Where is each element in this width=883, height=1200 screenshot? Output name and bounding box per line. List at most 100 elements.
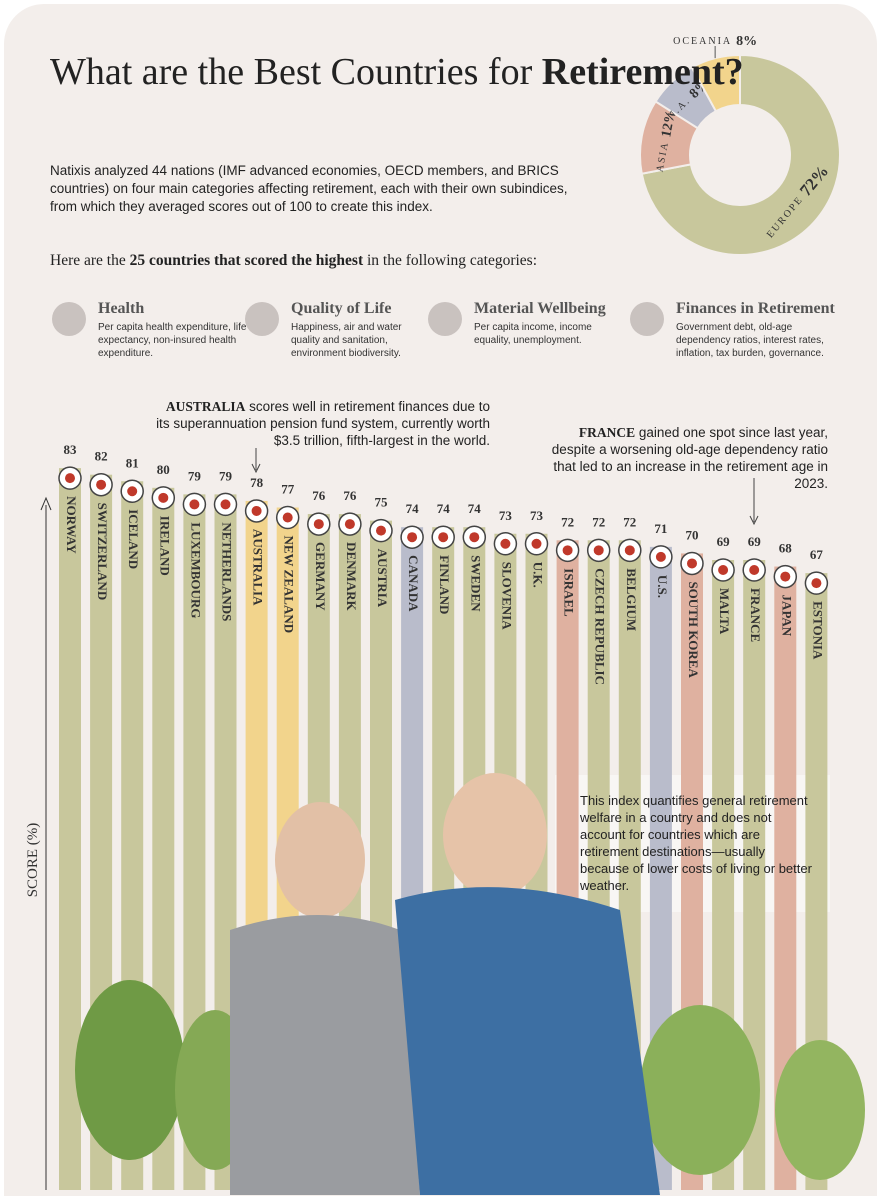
value-label: 75 [375,495,389,510]
category-label: CANADA [406,555,421,612]
value-label: 74 [406,501,420,516]
flag-center [593,545,604,556]
y-axis-arrow [40,496,52,511]
category-icon [428,302,462,336]
value-label: 77 [281,482,295,497]
value-label: 80 [157,462,170,477]
category-text: Happiness, air and water quality and san… [291,322,402,359]
value-label: 76 [312,488,326,503]
flag-center [780,571,791,582]
people [230,773,660,1195]
category-label: NEW ZEALAND [282,536,297,634]
category-body: Material Wellbeing Per capita income, inc… [474,300,624,347]
category-label: SWITZERLAND [95,503,110,601]
value-label: 79 [188,468,202,483]
category-body: Health Per capita health expenditure, lif… [98,300,258,360]
category-label: SLOVENIA [499,562,514,631]
intro: Natixis analyzed 44 nations (IMF advance… [50,163,568,214]
category-name: Quality of Life [291,300,392,317]
category-icon [245,302,279,336]
bar [774,566,797,1190]
flag-center [438,532,449,543]
category-text: Per capita income, income equality, unem… [474,322,592,346]
flag-center [407,532,418,543]
value-label: 71 [654,521,667,536]
pie-label-name: OCEANIA [673,36,732,47]
category-label: CZECH REPUBLIC [593,568,608,685]
flag-center [251,505,262,516]
flag-center [127,486,138,497]
bar [743,560,766,1190]
flag-center [562,545,573,556]
category-label: IRELAND [157,516,172,576]
category-label: DENMARK [344,542,359,611]
flag-center [344,519,355,530]
flag-center [749,565,760,575]
value-label: 81 [126,455,139,470]
y-axis-label: SCORE (%) [25,823,41,898]
flag-center [811,578,822,589]
flag-center [500,538,511,549]
flag-center [220,499,231,510]
value-label: 68 [779,541,793,556]
category-name: Health [98,300,145,317]
category-label: ISRAEL [562,568,577,617]
value-label: 78 [250,475,264,490]
category-label: NETHERLANDS [220,522,235,621]
category-label: FRANCE [748,588,763,642]
category-body: Finances in Retirement Government debt, o… [676,300,836,360]
pie-label-value: 12% [659,108,679,138]
annotation: FRANCE gained one spot since last year, … [551,425,828,491]
category-label: GERMANY [313,542,328,611]
category-label: MALTA [717,588,732,635]
pie-slice [690,53,741,113]
category-icon [630,302,664,336]
category-name: Material Wellbeing [474,300,606,317]
value-label: 72 [623,514,636,529]
value-label: 72 [561,514,574,529]
category-label: LUXEMBOURG [188,522,203,618]
pie-label: OCEANIA 8% [673,34,757,49]
value-label: 73 [499,508,513,523]
note: This index quantifies general retirement… [580,793,812,893]
pie-slice [640,53,841,256]
value-label: 79 [219,468,233,483]
flag-center [189,499,200,510]
category-icon [52,302,86,336]
flag-center [65,473,75,484]
title: What are the Best Countries for Retireme… [50,51,744,93]
annotation: AUSTRALIA scores well in retirement fina… [156,399,490,448]
category-label: NORWAY [64,496,79,554]
bar [805,573,828,1190]
flag-center [687,558,697,569]
category-text: Per capita health expenditure, life expe… [98,322,247,359]
category-label: U.S. [655,575,670,598]
category-label: BELGIUM [624,568,639,631]
value-label: 69 [748,534,762,549]
category-label: ICELAND [126,509,141,569]
category-label: SOUTH KOREA [686,581,701,678]
value-label: 69 [717,534,731,549]
flag-center [376,525,386,536]
value-label: 70 [686,527,699,542]
flag-center [158,492,169,503]
category-label: AUSTRALIA [251,529,266,606]
pie-label-value: 8% [736,34,757,49]
flag-center [531,538,542,549]
category-body: Quality of Life Happiness, air and water … [291,300,426,360]
value-label: 76 [343,488,357,503]
flag-center [469,532,480,543]
value-label: 74 [437,501,451,516]
flag-center [718,565,729,575]
flag-center [624,545,635,556]
annotation-arrow [251,463,261,474]
category-label: FINLAND [437,555,452,614]
value-label: 73 [530,508,544,523]
category-label: U.K. [531,562,546,588]
value-label: 72 [592,514,605,529]
flag-center [96,479,107,490]
category-label: ESTONIA [810,601,825,660]
flag-center [282,512,293,523]
